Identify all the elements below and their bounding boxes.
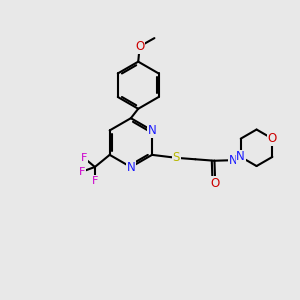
- Text: S: S: [172, 151, 180, 164]
- Text: N: N: [229, 154, 238, 167]
- Text: N: N: [148, 124, 156, 137]
- Text: O: O: [135, 40, 144, 53]
- Text: F: F: [81, 153, 87, 163]
- Text: N: N: [127, 160, 135, 174]
- Text: N: N: [236, 150, 245, 164]
- Text: O: O: [210, 177, 220, 190]
- Text: F: F: [78, 167, 85, 177]
- Text: O: O: [268, 132, 277, 145]
- Text: F: F: [92, 176, 98, 186]
